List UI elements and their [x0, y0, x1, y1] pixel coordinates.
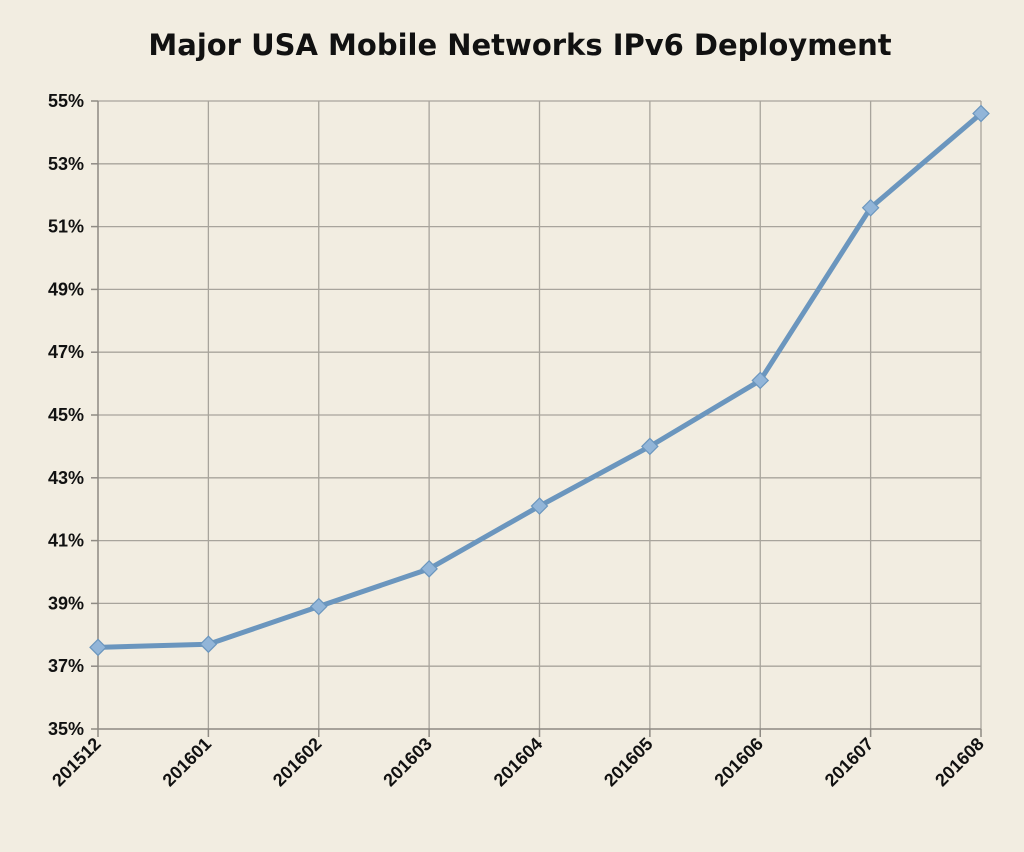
- x-tick-label: 201607: [821, 734, 878, 791]
- data-point-marker: [972, 104, 990, 123]
- x-tick-label: 201512: [48, 734, 105, 791]
- y-tick-label: 51%: [48, 217, 84, 237]
- y-tick-label: 43%: [48, 468, 84, 488]
- x-tick-label: 201603: [379, 734, 436, 791]
- data-point-marker: [89, 638, 107, 657]
- data-point-marker: [530, 497, 549, 515]
- y-tick-label: 45%: [48, 405, 84, 425]
- data-point-marker: [199, 635, 218, 654]
- x-tick-label: 201601: [159, 734, 216, 791]
- y-tick-label: 39%: [48, 593, 84, 613]
- y-tick-label: 55%: [48, 91, 84, 111]
- data-point-marker: [309, 597, 328, 616]
- x-axis-ticks: 201512 201601 201602 201603 201604 201605 2016…: [48, 729, 988, 790]
- data-point-marker: [861, 198, 880, 217]
- y-tick-label: 47%: [48, 342, 84, 362]
- y-tick-label: 41%: [48, 531, 84, 551]
- gridlines: [98, 100, 982, 729]
- series: [89, 104, 990, 657]
- chart-title: Major USA Mobile Networks IPv6 Deploymen…: [148, 28, 891, 62]
- y-tick-label: 49%: [48, 279, 84, 299]
- y-axis-ticks: 35% 37% 39% 41% 43% 45% 47% 49% 51% 53% 55%: [48, 91, 98, 739]
- data-point-marker: [751, 371, 770, 390]
- y-tick-label: 53%: [48, 154, 84, 174]
- x-tick-label: 201608: [931, 734, 988, 791]
- y-tick-label: 37%: [48, 656, 84, 676]
- x-tick-label: 201606: [710, 734, 767, 791]
- x-tick-label: 201605: [600, 734, 657, 791]
- y-tick-label: 35%: [48, 719, 84, 739]
- data-point-marker: [641, 437, 659, 456]
- x-tick-label: 201602: [269, 734, 326, 791]
- x-tick-label: 201604: [490, 734, 547, 791]
- data-point-marker: [420, 560, 438, 578]
